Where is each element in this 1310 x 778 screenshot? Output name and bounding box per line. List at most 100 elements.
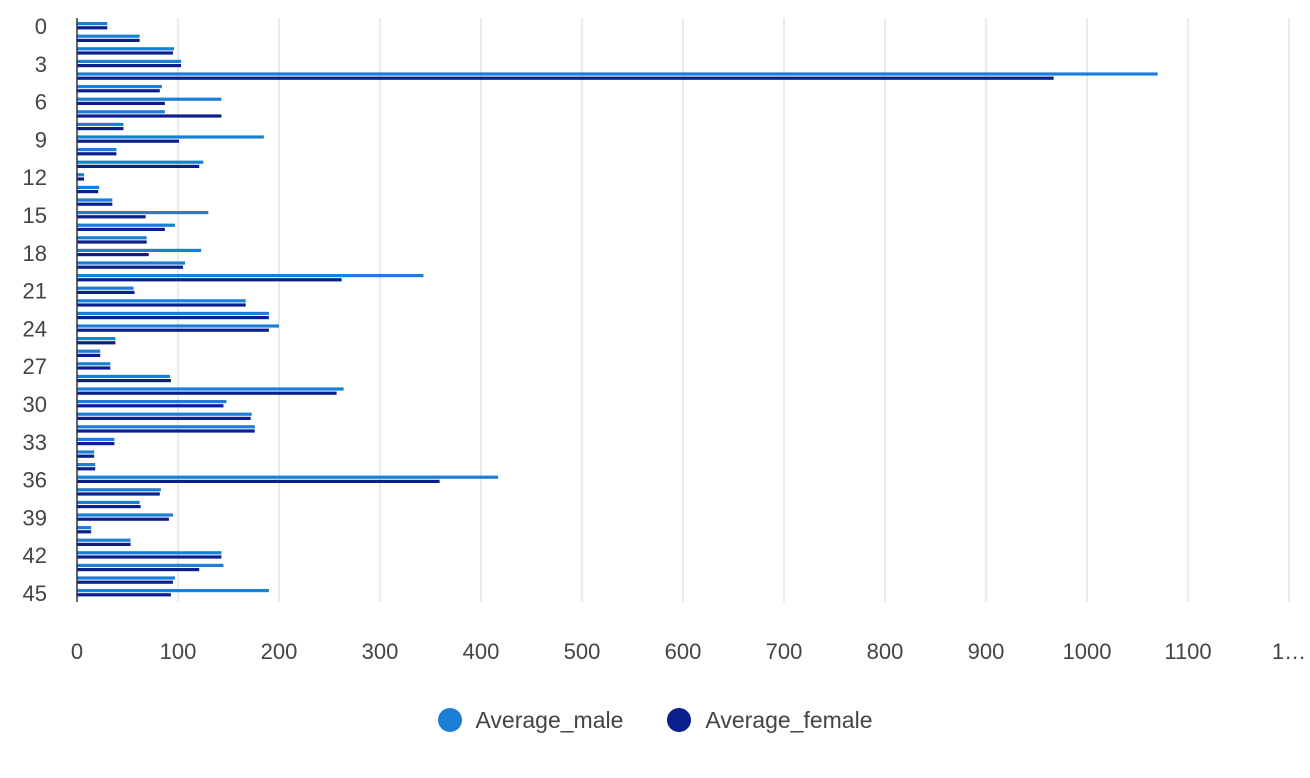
bar-female[interactable]: [77, 26, 108, 30]
bar-female[interactable]: [77, 530, 92, 534]
bar-male[interactable]: [77, 425, 255, 429]
bar-male[interactable]: [77, 576, 175, 580]
bar-female[interactable]: [77, 177, 85, 181]
bar-male[interactable]: [77, 538, 131, 542]
bar-female[interactable]: [77, 240, 147, 244]
bar-male[interactable]: [77, 450, 95, 454]
bar-female[interactable]: [77, 568, 200, 572]
bar-female[interactable]: [77, 366, 111, 370]
bar-female[interactable]: [77, 303, 246, 307]
x-tick-label: 200: [261, 639, 298, 664]
bar-female[interactable]: [77, 101, 165, 105]
bar-male[interactable]: [77, 211, 209, 215]
bar-female[interactable]: [77, 253, 149, 257]
bar-male[interactable]: [77, 185, 100, 189]
bar-female[interactable]: [77, 227, 165, 231]
bar-male[interactable]: [77, 135, 264, 139]
bar-female[interactable]: [77, 51, 173, 55]
bar-male[interactable]: [77, 122, 124, 126]
bar-male[interactable]: [77, 513, 173, 517]
bar-female[interactable]: [77, 164, 200, 168]
bar-female[interactable]: [77, 391, 337, 395]
bar-female[interactable]: [77, 290, 135, 294]
bar-female[interactable]: [77, 316, 269, 320]
bar-female[interactable]: [77, 379, 171, 383]
bar-female[interactable]: [77, 353, 101, 357]
bar-male[interactable]: [77, 223, 175, 227]
bar-female[interactable]: [77, 265, 184, 269]
bar-male[interactable]: [77, 500, 140, 504]
bar-male[interactable]: [77, 475, 499, 479]
bar-female[interactable]: [77, 416, 251, 420]
bar-male[interactable]: [77, 97, 222, 101]
bar-female[interactable]: [77, 114, 222, 118]
bar-female[interactable]: [77, 190, 99, 194]
bar-female[interactable]: [77, 505, 141, 509]
bar-male[interactable]: [77, 248, 202, 252]
bar-male[interactable]: [77, 236, 147, 240]
bar-female[interactable]: [77, 555, 222, 559]
bar-female[interactable]: [77, 76, 1054, 80]
bar-male[interactable]: [77, 160, 204, 164]
bar-male[interactable]: [77, 110, 165, 114]
bar-male[interactable]: [77, 563, 224, 567]
bar-male[interactable]: [77, 349, 101, 353]
bar-male[interactable]: [77, 337, 116, 341]
bar-female[interactable]: [77, 139, 180, 143]
legend-item-female[interactable]: Average_female: [667, 707, 872, 734]
bar-male[interactable]: [77, 34, 140, 38]
bar-female[interactable]: [77, 580, 173, 584]
bar-female[interactable]: [77, 341, 116, 345]
bar-female[interactable]: [77, 429, 255, 433]
bar-male[interactable]: [77, 463, 96, 467]
bar-male[interactable]: [77, 85, 162, 89]
bar-female[interactable]: [77, 278, 342, 282]
x-tick-label: 1100: [1164, 639, 1211, 664]
bar-male[interactable]: [77, 589, 269, 593]
bar-male[interactable]: [77, 311, 269, 315]
bar-female[interactable]: [77, 479, 440, 483]
legend-item-male[interactable]: Average_male: [437, 707, 623, 734]
bar-female[interactable]: [77, 593, 171, 597]
y-tick-label: 42: [23, 543, 47, 568]
bar-female[interactable]: [77, 127, 124, 131]
bar-female[interactable]: [77, 64, 182, 68]
bar-male[interactable]: [77, 274, 424, 278]
bar-female[interactable]: [77, 328, 269, 332]
bar-female[interactable]: [77, 492, 160, 496]
bar-female[interactable]: [77, 442, 115, 446]
bar-male[interactable]: [77, 22, 108, 26]
bar-female[interactable]: [77, 152, 117, 156]
bar-female[interactable]: [77, 454, 95, 458]
bar-male[interactable]: [77, 400, 227, 404]
bar-male[interactable]: [77, 374, 170, 378]
y-tick-label: 9: [35, 127, 47, 152]
x-tick-label: 700: [766, 639, 803, 664]
bar-male[interactable]: [77, 387, 344, 391]
bar-female[interactable]: [77, 89, 160, 93]
bar-female[interactable]: [77, 517, 169, 521]
bar-male[interactable]: [77, 324, 279, 328]
bar-female[interactable]: [77, 38, 140, 42]
bar-male[interactable]: [77, 173, 85, 177]
bar-male[interactable]: [77, 299, 246, 303]
bar-female[interactable]: [77, 542, 131, 546]
bar-male[interactable]: [77, 148, 117, 152]
bar-female[interactable]: [77, 467, 96, 471]
legend-label-female: Average_female: [705, 706, 873, 733]
bar-male[interactable]: [77, 526, 92, 530]
bar-male[interactable]: [77, 362, 111, 366]
bar-male[interactable]: [77, 261, 186, 265]
bar-female[interactable]: [77, 202, 113, 206]
bar-male[interactable]: [77, 198, 113, 202]
bar-female[interactable]: [77, 404, 224, 408]
bar-male[interactable]: [77, 437, 115, 441]
bar-male[interactable]: [77, 47, 174, 51]
bar-male[interactable]: [77, 488, 161, 492]
bar-male[interactable]: [77, 412, 252, 416]
bar-male[interactable]: [77, 551, 222, 555]
bar-male[interactable]: [77, 59, 182, 63]
bar-male[interactable]: [77, 286, 134, 290]
bar-male[interactable]: [77, 72, 1158, 76]
bar-female[interactable]: [77, 215, 146, 219]
